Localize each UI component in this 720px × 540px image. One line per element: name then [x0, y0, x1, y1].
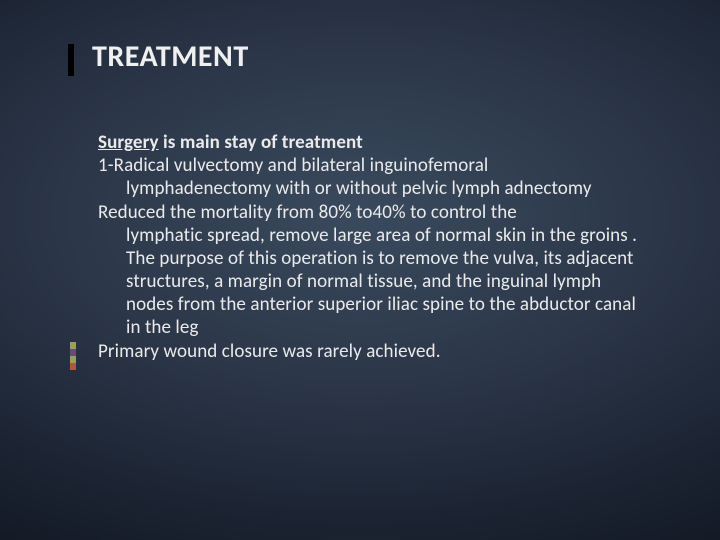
accent-seg-1	[70, 342, 76, 349]
item-1-rest: lymphadenectomy with or without pelvic l…	[98, 177, 650, 200]
para-3: Primary wound closure was rarely achieve…	[98, 340, 650, 363]
para-2-first: Reduced the mortality from 80% to40% to …	[98, 201, 650, 224]
slide-title: TREATMENT	[92, 38, 650, 75]
side-accent-stack	[70, 342, 76, 370]
accent-seg-4	[70, 363, 76, 370]
lead-line: Surgery is main stay of treatment	[98, 131, 650, 154]
accent-seg-2	[70, 349, 76, 356]
item-1-first: 1-Radical vulvectomy and bilateral ingui…	[98, 154, 650, 177]
lead-rest: is main stay of treatment	[159, 131, 363, 154]
accent-seg-3	[70, 356, 76, 363]
slide-body: Surgery is main stay of treatment 1-Radi…	[98, 131, 650, 363]
para-2-rest: lymphatic spread, remove large area of n…	[98, 224, 650, 340]
slide: TREATMENT Surgery is main stay of treatm…	[0, 0, 720, 540]
lead-underlined: Surgery	[98, 131, 159, 154]
title-accent-bar	[68, 44, 74, 76]
